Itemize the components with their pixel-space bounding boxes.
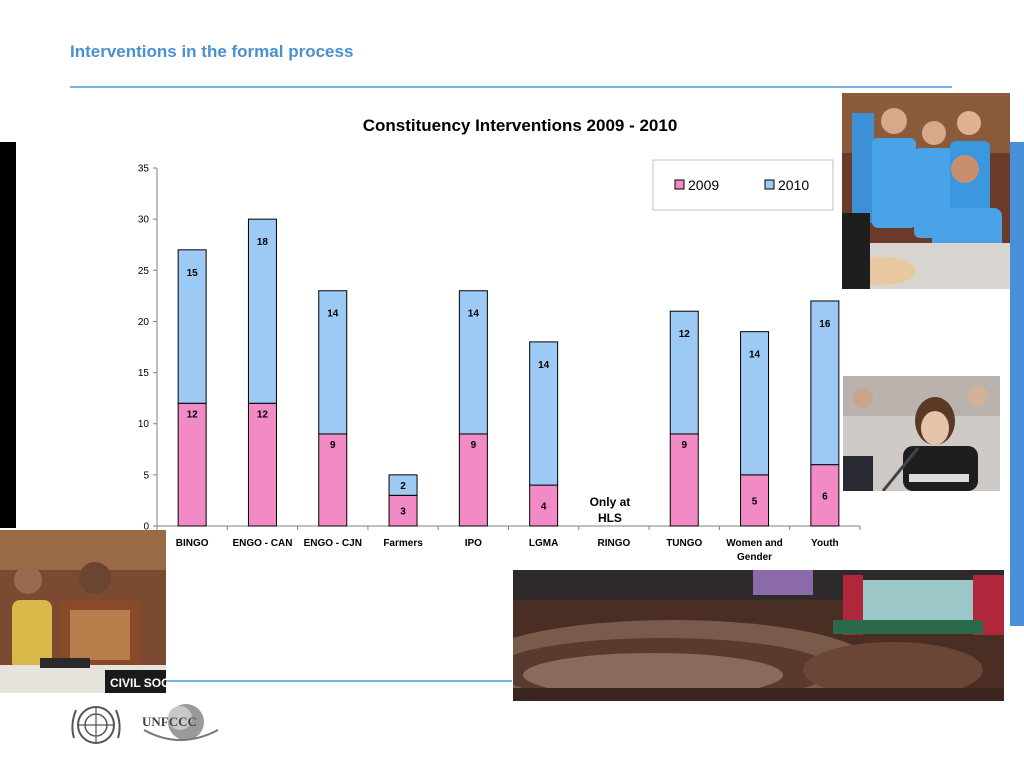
category-label: Women and [726,538,782,549]
category-label: Farmers [383,538,423,549]
bar-2010-7 [669,310,699,435]
bar-2010-2 [318,290,348,435]
un-logo [68,700,124,755]
youth-delegates-photo [842,93,1010,289]
y-tick-label: 35 [138,164,150,175]
data-label: 18 [257,237,269,248]
data-label: 6 [822,491,828,502]
svg-text:CIVIL SOCIE: CIVIL SOCIE [110,676,166,690]
bar-2010-3 [388,474,418,496]
data-label: 14 [538,360,550,371]
footer-divider [166,680,512,682]
data-label: 12 [257,409,269,420]
legend-label-2010: 2010 [778,177,809,193]
data-label: 14 [468,309,480,320]
title-divider [70,86,952,88]
category-label: BINGO [176,538,209,549]
unfccc-logo-text: UNFCCC [142,714,197,729]
bar-2010-4 [458,290,488,435]
unfccc-logo: UNFCCC [140,700,220,753]
y-tick-label: 30 [138,215,150,226]
data-label: 16 [819,319,831,330]
y-tick-label: 5 [143,470,149,481]
bar-2010-0 [177,249,207,404]
legend-swatch-2010 [764,179,775,190]
plenary-hall-photo [513,570,1004,701]
negotiator-speaking-photo [843,376,1000,491]
data-label: 14 [749,350,761,361]
page-title: Interventions in the formal process [70,42,354,61]
data-label: 12 [679,329,691,340]
data-label: 4 [541,502,547,513]
legend-label-2009: 2009 [688,177,719,193]
chart-title: Constituency Interventions 2009 - 2010 [363,116,678,135]
bar-2009-9 [810,464,840,527]
data-label: 3 [400,507,406,518]
category-label: ENGO - CJN [304,538,362,549]
data-label: 9 [330,440,336,451]
category-label: LGMA [529,538,558,549]
data-label: 5 [752,496,758,507]
y-tick-label: 20 [138,317,150,328]
annotation-label: HLS [598,511,622,525]
bar-2009-5 [529,484,559,527]
data-label: 9 [471,440,477,451]
bar-2009-3 [388,494,418,527]
data-label: 15 [187,268,199,279]
category-label: RINGO [598,538,631,549]
category-label: TUNGO [666,538,702,549]
annotation-label: Only at [590,495,631,509]
y-tick-label: 10 [138,419,150,430]
bar-2009-2 [318,433,348,527]
category-label: Youth [811,538,839,549]
bar-2010-9 [810,300,840,466]
bar-2009-4 [458,433,488,527]
right-accent-bar [1010,142,1024,626]
bar-2009-1 [247,402,277,527]
bar-2010-5 [529,341,559,486]
category-label: IPO [465,538,482,549]
bar-2010-1 [247,218,277,404]
y-tick-label: 0 [143,522,149,533]
y-tick-label: 25 [138,266,150,277]
legend-swatch-2009 [674,179,685,190]
left-accent-bar [0,142,16,528]
y-tick-label: 15 [138,368,150,379]
data-label: 14 [327,309,339,320]
civil-society-delegate-photo: CIVIL SOCIE [0,530,166,693]
data-label: 2 [400,481,406,492]
category-label: Gender [737,552,772,563]
category-label: ENGO - CAN [232,538,292,549]
bar-2009-0 [177,402,207,527]
bar-2010-8 [740,331,770,476]
data-label: 12 [187,409,199,420]
data-label: 9 [681,440,687,451]
